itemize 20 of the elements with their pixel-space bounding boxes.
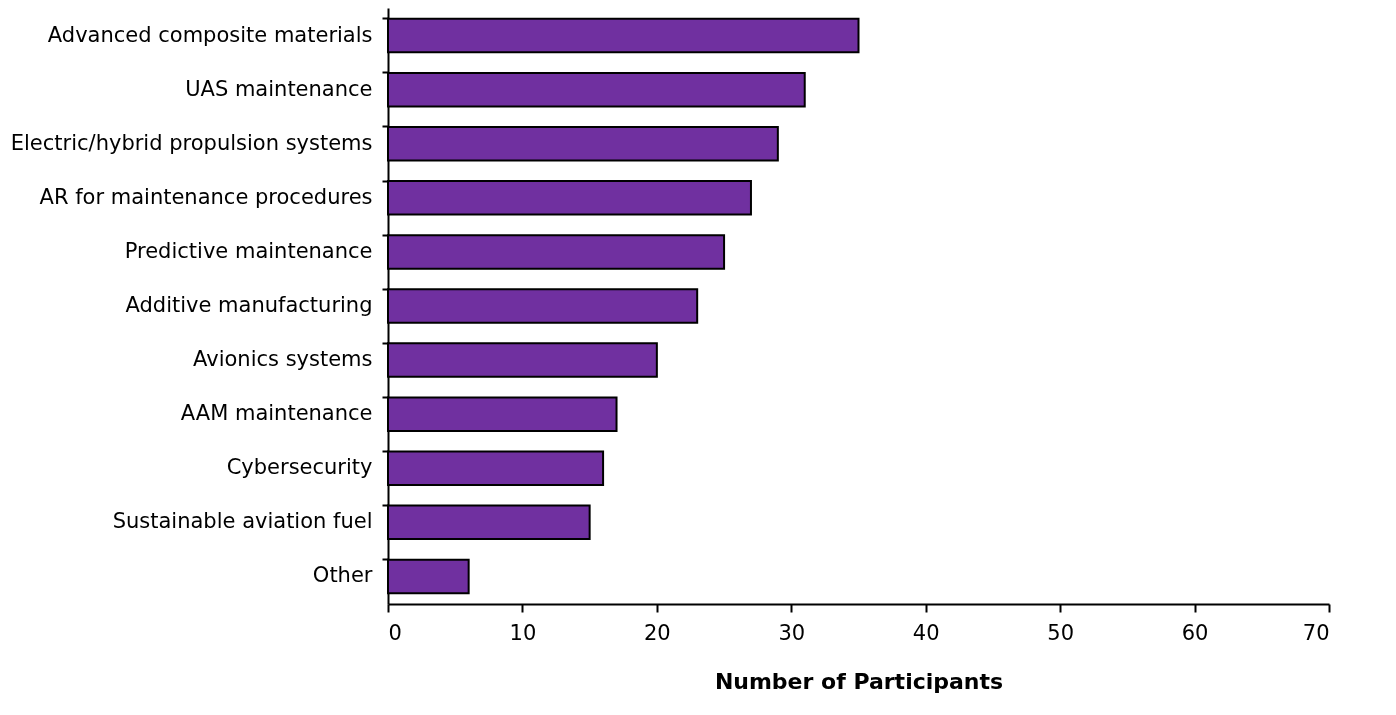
y-tick-label: Avionics systems — [193, 347, 373, 372]
y-tick-label: Advanced composite materials — [47, 22, 373, 47]
y-tick-label: Electric/hybrid propulsion systems — [10, 130, 373, 155]
y-tick-label: Other — [312, 563, 373, 588]
x-tick-label: 70 — [1302, 620, 1330, 645]
y-tick-label: Additive manufacturing — [125, 293, 373, 317]
x-tick-label: 50 — [1047, 620, 1075, 645]
x-tick-label: 10 — [509, 620, 537, 645]
y-tick-label: Sustainable aviation fuel — [112, 509, 373, 534]
x-tick-label: 30 — [778, 620, 806, 645]
x-tick-label: 20 — [643, 620, 671, 645]
y-tick-label: UAS maintenance — [185, 76, 373, 101]
x-tick-label: 0 — [388, 620, 402, 645]
x-tick-label: 60 — [1181, 620, 1209, 645]
y-tick-label: Predictive maintenance — [124, 238, 373, 263]
y-tick-label: Cybersecurity — [226, 455, 373, 480]
x-axis-title: Number of Participants — [714, 668, 1004, 694]
x-tick-label: 40 — [912, 620, 940, 645]
y-tick-label: AAM maintenance — [180, 401, 373, 426]
y-tick-label: AR for maintenance procedures — [39, 184, 373, 209]
